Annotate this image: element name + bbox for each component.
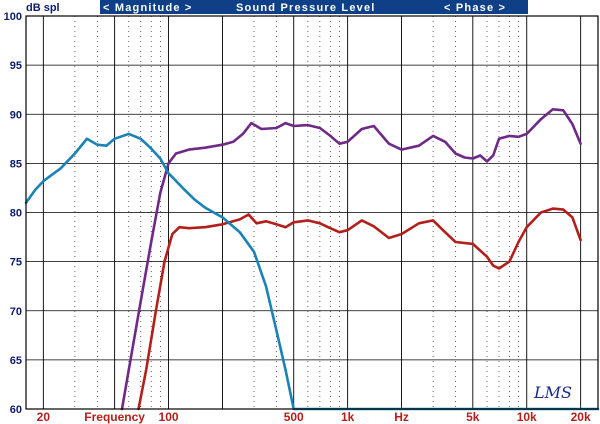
y-tick-label: 65	[10, 355, 22, 367]
y-tick-label: 60	[10, 404, 22, 416]
x-tick-label: 500	[284, 410, 304, 424]
y-tick-label: 75	[10, 257, 22, 269]
lms-logo: LMS	[533, 383, 572, 402]
x-tick-label: 20k	[571, 410, 591, 424]
series-line-2	[137, 207, 582, 411]
y-tick-label: 90	[10, 109, 22, 121]
title-bar	[100, 0, 528, 14]
x-tick-labels: 20 Frequency 100 500 1k Hz 5k 10k 20k	[37, 410, 591, 424]
x-tick-label: Hz	[394, 410, 409, 424]
y-tick-label: 95	[10, 60, 22, 72]
x-tick-label: 1k	[341, 410, 355, 424]
y-axis-label: dB spl	[26, 2, 60, 14]
header-right-label: < Phase >	[444, 2, 506, 14]
y-tick-label: 80	[10, 208, 22, 220]
series-line-1	[120, 108, 582, 411]
y-tick-labels: 100 95 90 85 80 75 70 65 60	[4, 11, 22, 416]
x-tick-label: 5k	[466, 410, 480, 424]
x-tick-label: 10k	[517, 410, 537, 424]
y-tick-label: 85	[10, 158, 22, 170]
plot-frame	[25, 15, 599, 410]
x-tick-label: 20	[37, 410, 51, 424]
header-center-label: Sound Pressure Level	[236, 2, 376, 14]
y-tick-label: 70	[10, 306, 22, 318]
x-tick-label: Frequency	[84, 410, 145, 424]
x-tick-label: 100	[159, 410, 179, 424]
y-tick-label: 100	[4, 11, 22, 23]
grid	[26, 16, 598, 409]
header-left-label: < Magnitude >	[103, 2, 193, 14]
